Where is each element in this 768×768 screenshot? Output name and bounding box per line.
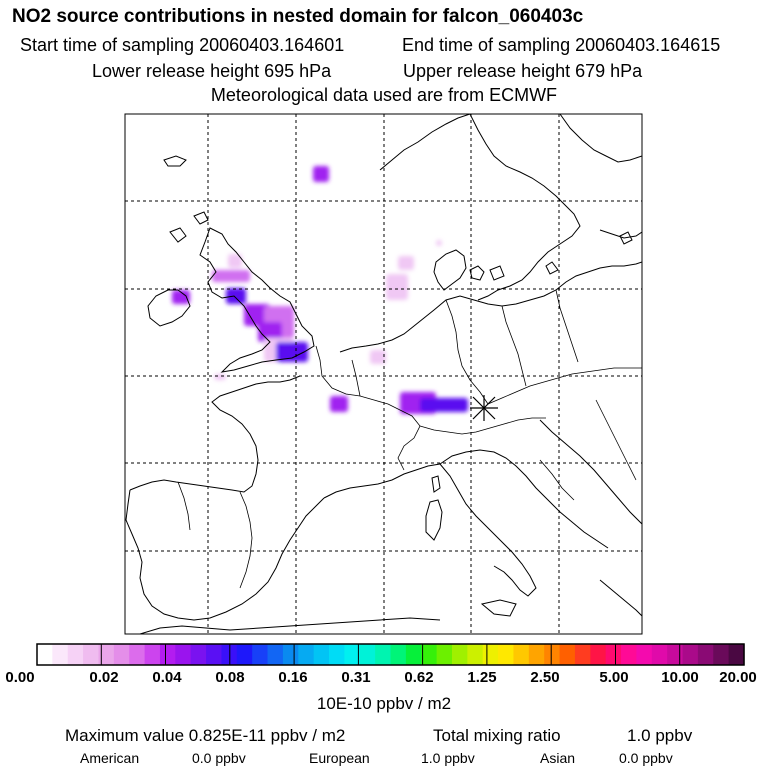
plume-patch bbox=[226, 288, 246, 304]
plume-patch bbox=[214, 374, 226, 380]
total-mixing-ratio-label: Total mixing ratio bbox=[433, 726, 561, 745]
plume-patch bbox=[330, 396, 348, 412]
colorbar-swatch bbox=[83, 644, 100, 665]
colorbar-swatch bbox=[159, 644, 176, 665]
colorbar-swatch bbox=[129, 644, 146, 665]
plume-patch bbox=[420, 398, 468, 412]
colorbar bbox=[37, 644, 745, 665]
colorbar-swatch bbox=[236, 644, 253, 665]
met-data-label: Meteorological data used are from ECMWF bbox=[210, 85, 558, 105]
plume-patch bbox=[370, 350, 386, 364]
plume-patch bbox=[244, 304, 270, 326]
colorbar-swatch bbox=[375, 644, 392, 665]
colorbar-swatch bbox=[728, 644, 745, 665]
colorbar-tick: 5.00 bbox=[599, 669, 629, 686]
plume-patch bbox=[276, 342, 308, 362]
asian-value: 0.0 ppbv bbox=[619, 750, 673, 766]
colorbar-swatch bbox=[421, 644, 438, 665]
map-frame bbox=[124, 113, 643, 635]
colorbar-dividers bbox=[100, 644, 681, 665]
plume-patch bbox=[228, 254, 242, 268]
colorbar-swatch bbox=[590, 644, 607, 665]
colorbar-swatch bbox=[113, 644, 130, 665]
colorbar-tick: 0.16 bbox=[278, 669, 308, 686]
colorbar-swatch bbox=[528, 644, 545, 665]
colorbar-swatch bbox=[682, 644, 699, 665]
plume-patch bbox=[258, 322, 282, 342]
colorbar-swatch bbox=[574, 644, 591, 665]
colorbar-swatch bbox=[67, 644, 84, 665]
colorbar-swatch bbox=[175, 644, 192, 665]
colorbar-tick: 20.00 bbox=[719, 669, 757, 686]
colorbar-swatch bbox=[636, 644, 653, 665]
colorbar-swatch bbox=[467, 644, 484, 665]
colorbar-swatch bbox=[298, 644, 315, 665]
coastlines bbox=[125, 114, 642, 634]
plume-layer bbox=[172, 166, 468, 414]
colorbar-swatch bbox=[451, 644, 468, 665]
plume-patch bbox=[436, 240, 442, 246]
colorbar-swatch bbox=[544, 644, 561, 665]
colorbar-swatch bbox=[559, 644, 576, 665]
colorbar-tick: 0.02 bbox=[89, 669, 119, 686]
colorbar-tick: 0.62 bbox=[404, 669, 434, 686]
colorbar-swatch bbox=[190, 644, 207, 665]
colorbar-tick: 0.04 bbox=[152, 669, 182, 686]
plume-patch bbox=[172, 290, 190, 304]
colorbar-swatch bbox=[37, 644, 53, 665]
colorbar-swatch bbox=[667, 644, 684, 665]
colorbar-swatch bbox=[651, 644, 668, 665]
lat-lon-grid bbox=[125, 114, 642, 634]
colorbar-swatch bbox=[713, 644, 730, 665]
colorbar-swatch bbox=[252, 644, 269, 665]
plume-patch bbox=[386, 274, 408, 300]
colorbar-tick: 0.31 bbox=[341, 669, 371, 686]
end-time-label: End time of sampling 20060403.164615 bbox=[402, 35, 721, 55]
colorbar-swatch bbox=[329, 644, 345, 665]
upper-release-height-label: Upper release height 679 hPa bbox=[403, 61, 643, 81]
colorbar-swatch bbox=[482, 644, 499, 665]
start-time-label: Start time of sampling 20060403.164601 bbox=[20, 35, 345, 55]
european-label: European bbox=[309, 750, 370, 766]
colorbar-swatch bbox=[621, 644, 638, 665]
colorbar-tick: 0.00 bbox=[5, 669, 35, 686]
colorbar-swatch bbox=[498, 644, 515, 665]
colorbar-tick: 1.25 bbox=[467, 669, 497, 686]
lower-release-height-label: Lower release height 695 hPa bbox=[92, 61, 332, 81]
colorbar-swatch bbox=[359, 644, 376, 665]
total-mixing-ratio-value: 1.0 ppbv bbox=[627, 726, 693, 745]
colorbar-swatch bbox=[390, 644, 407, 665]
colorbar-tick: 2.50 bbox=[530, 669, 560, 686]
american-value: 0.0 ppbv bbox=[192, 750, 246, 766]
plume-patch bbox=[313, 166, 329, 182]
colorbar-tick: 10.00 bbox=[661, 669, 699, 686]
colorbar-swatch bbox=[267, 644, 284, 665]
plume-patch bbox=[212, 270, 250, 282]
colorbar-frame bbox=[36, 643, 745, 666]
colorbar-swatch bbox=[513, 644, 530, 665]
maximum-value-label: Maximum value 0.825E-11 ppbv / m2 bbox=[65, 726, 346, 745]
colorbar-swatch bbox=[344, 644, 361, 665]
release-location-marker bbox=[470, 395, 498, 421]
colorbar-swatch bbox=[98, 644, 115, 665]
european-value: 1.0 ppbv bbox=[421, 750, 475, 766]
plume-patch bbox=[398, 256, 414, 270]
american-label: American bbox=[80, 750, 140, 766]
colorbar-swatch bbox=[436, 644, 453, 665]
asian-label: Asian bbox=[540, 750, 576, 766]
colorbar-swatch bbox=[206, 644, 223, 665]
colorbar-swatch bbox=[52, 644, 69, 665]
colorbar-swatch bbox=[282, 644, 299, 665]
colorbar-swatch bbox=[697, 644, 714, 665]
colorbar-unit-label: 10E-10 ppbv / m2 bbox=[316, 694, 452, 713]
map-area bbox=[125, 114, 642, 634]
colorbar-tick: 0.08 bbox=[215, 669, 245, 686]
colorbar-swatch bbox=[605, 644, 622, 665]
colorbar-swatch bbox=[405, 644, 422, 665]
colorbar-swatch bbox=[313, 644, 330, 665]
colorbar-swatch bbox=[144, 644, 161, 665]
plot-title: NO2 source contributions in nested domai… bbox=[12, 6, 584, 27]
